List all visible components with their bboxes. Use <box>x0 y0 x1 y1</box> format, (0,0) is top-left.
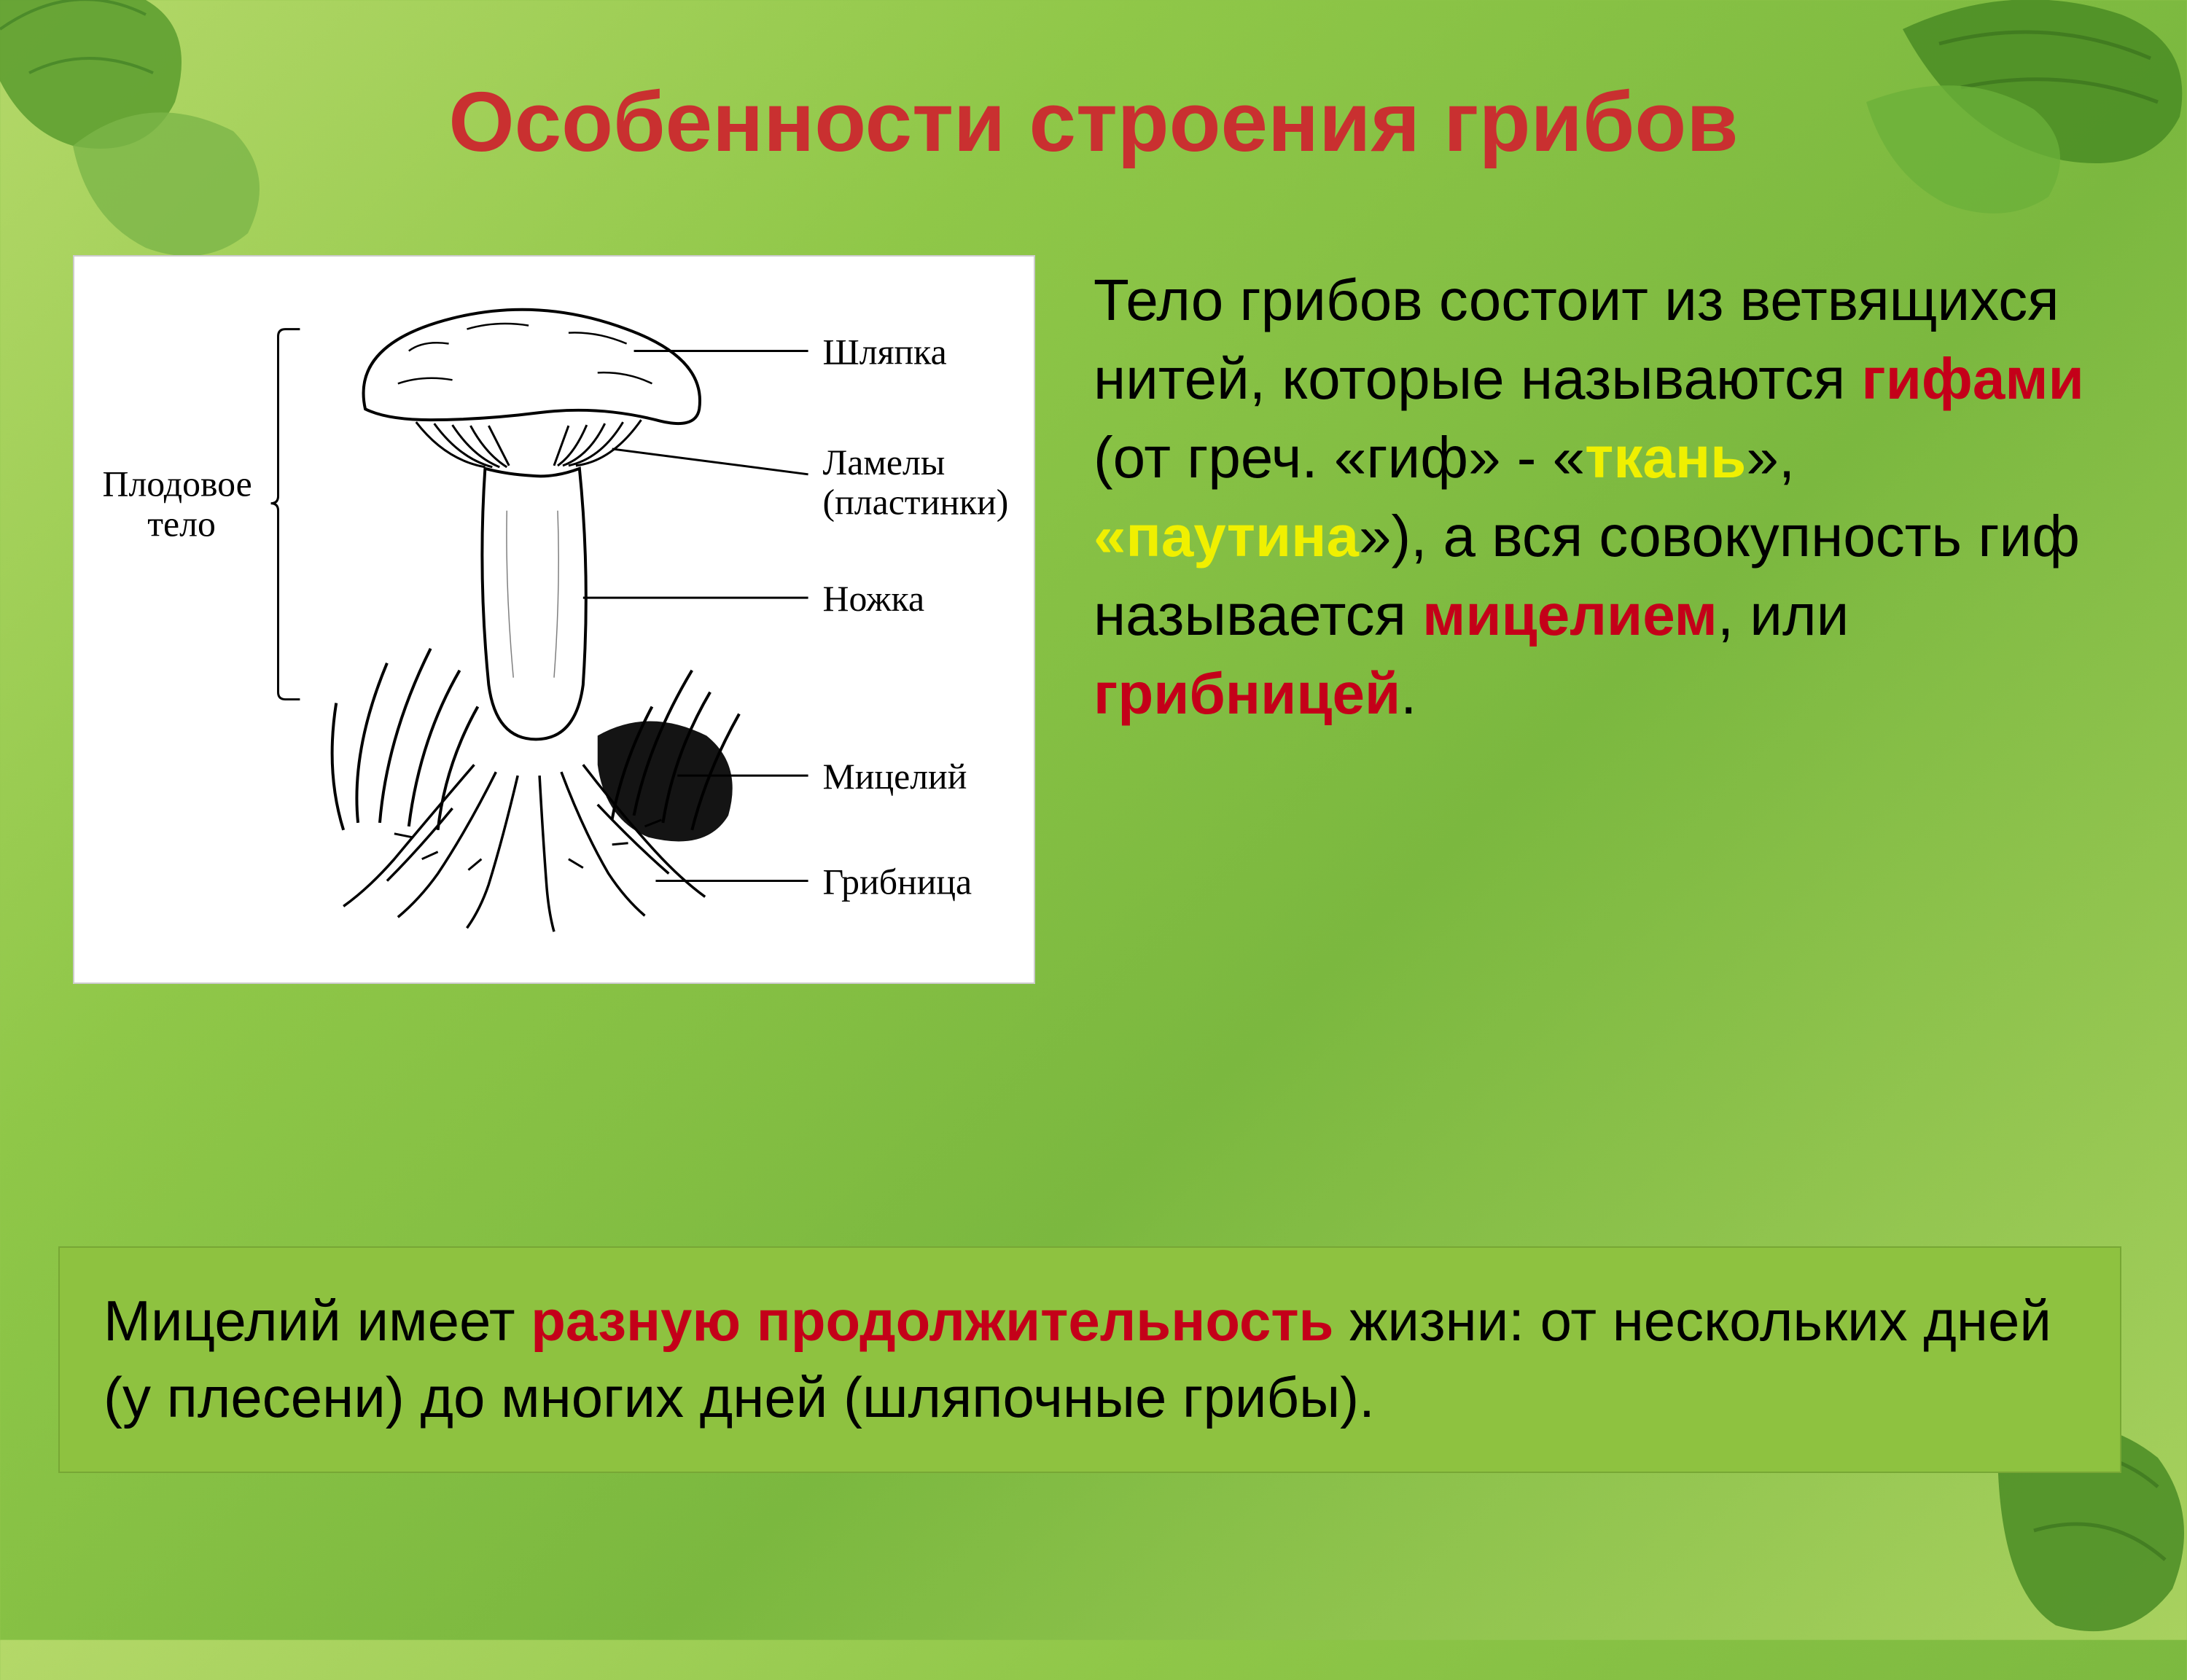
main-text-block: Тело грибов состоит из ветвящихся нитей,… <box>1094 261 2129 733</box>
label-cap: Шляпка <box>823 332 947 372</box>
text-segment: . <box>1400 661 1416 726</box>
text-highlight-red: разную продолжительность <box>531 1289 1333 1353</box>
text-segment: », <box>1746 425 1795 490</box>
bottom-text-box: Мицелий имеет разную продолжительность ж… <box>58 1246 2121 1473</box>
text-segment: (от греч. «гиф» - « <box>1094 425 1585 490</box>
text-highlight-yellow: ткань <box>1585 425 1746 490</box>
mushroom-diagram: Плодовое тело Шляпка Ла <box>73 255 1035 984</box>
label-spawn: Грибница <box>823 862 972 902</box>
text-segment: Мицелий имеет <box>104 1289 531 1353</box>
label-fruiting-body: Плодовое тело <box>102 464 261 544</box>
text-highlight-yellow: «паутина <box>1094 504 1359 569</box>
text-highlight-red: гифами <box>1861 346 2083 411</box>
label-lamellae: Ламелы (пластинки) <box>823 442 1009 523</box>
label-mycelium: Мицелий <box>823 757 967 797</box>
text-highlight-red: мицелием <box>1422 582 1718 647</box>
label-stem: Ножка <box>823 579 925 619</box>
slide-title: Особенности строения грибов <box>0 73 2187 171</box>
text-segment: , или <box>1718 582 1849 647</box>
text-highlight-red: грибницей <box>1094 661 1400 726</box>
